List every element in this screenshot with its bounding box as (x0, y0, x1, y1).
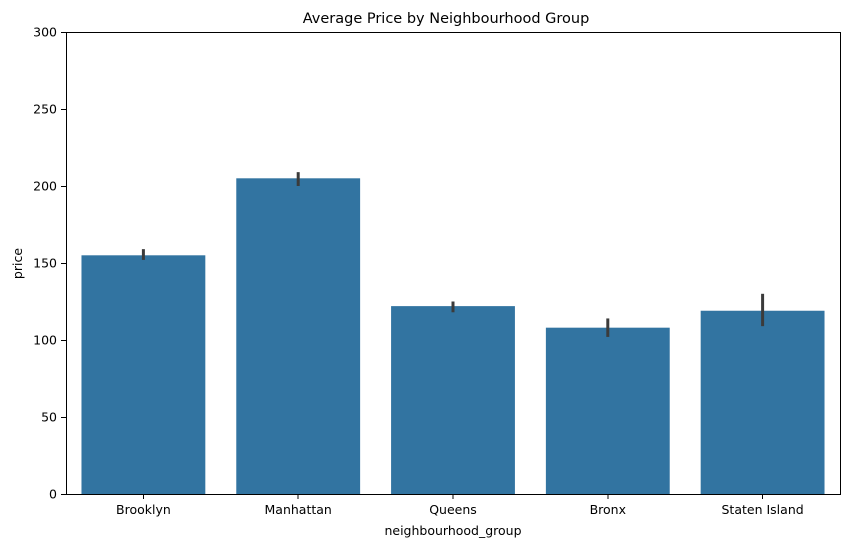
x-tick-label: Brooklyn (116, 502, 171, 517)
plot-frame (66, 32, 841, 495)
bar-bronx (545, 327, 670, 494)
chart-title: Average Price by Neighbourhood Group (303, 11, 590, 27)
bar-manhattan (236, 178, 361, 495)
x-tick-label: Manhattan (265, 502, 332, 517)
bar-queens (391, 306, 515, 494)
y-tick-label: 0 (49, 487, 57, 502)
y-tick-label: 300 (33, 25, 57, 40)
x-axis-label: neighbourhood_group (384, 523, 521, 538)
y-tick-label: 250 (33, 102, 57, 117)
bar-staten-island (700, 310, 825, 494)
x-tick-label: Queens (429, 502, 477, 517)
y-tick-label: 100 (33, 333, 57, 348)
y-tick-label: 50 (41, 410, 57, 425)
y-tick-label: 150 (33, 256, 57, 271)
bar-brooklyn (81, 255, 206, 494)
x-tick-label: Bronx (590, 502, 626, 517)
y-tick-label: 200 (33, 179, 57, 194)
x-tick-label: Staten Island (722, 502, 804, 517)
y-axis-label: price (10, 248, 25, 279)
